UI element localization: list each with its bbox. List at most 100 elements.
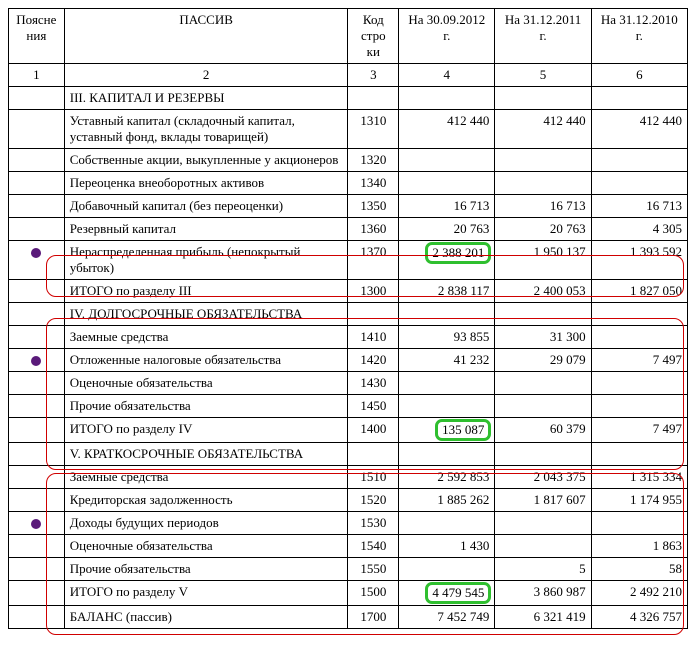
row-label: Прочие обязательства: [64, 558, 348, 581]
table-row: Заемные средства15102 592 8532 043 3751 …: [9, 466, 688, 489]
row-value: 93 855: [399, 326, 495, 349]
row-value: [399, 512, 495, 535]
row-label: Кредиторская задолженность: [64, 489, 348, 512]
row-value: 1 315 334: [591, 466, 687, 489]
row-bullet-cell: [9, 172, 65, 195]
row-bullet-cell: [9, 512, 65, 535]
balance-table: Поясне ния ПАССИВ Код стро ки На 30.09.2…: [8, 8, 688, 629]
row-code: 1540: [348, 535, 399, 558]
row-bullet-cell: [9, 581, 65, 606]
col-date1: На 30.09.2012 г.: [399, 9, 495, 64]
row-value: [495, 535, 591, 558]
table-row: Нераспределенная прибыль (непокрытый убы…: [9, 241, 688, 280]
row-value: 412 440: [495, 110, 591, 149]
row-bullet-cell: [9, 558, 65, 581]
table-row: V. КРАТКОСРОЧНЫЕ ОБЯЗАТЕЛЬСТВА: [9, 443, 688, 466]
row-value: 1 885 262: [399, 489, 495, 512]
table-row: Прочие обязательства1450: [9, 395, 688, 418]
row-code: 1500: [348, 581, 399, 606]
row-label: ИТОГО по разделу V: [64, 581, 348, 606]
row-value: [495, 395, 591, 418]
row-value: 4 326 757: [591, 606, 687, 629]
row-label: Резервный капитал: [64, 218, 348, 241]
row-value: 7 452 749: [399, 606, 495, 629]
row-value: [399, 149, 495, 172]
row-label: Заемные средства: [64, 326, 348, 349]
row-value: 16 713: [399, 195, 495, 218]
row-label: Отложенные налоговые обязательства: [64, 349, 348, 372]
row-value: 1 863: [591, 535, 687, 558]
colnum-3: 3: [348, 64, 399, 87]
row-code: 1350: [348, 195, 399, 218]
row-value: 20 763: [399, 218, 495, 241]
row-value: 2 043 375: [495, 466, 591, 489]
table-row: ИТОГО по разделу V15004 479 5453 860 987…: [9, 581, 688, 606]
row-value: 7 497: [591, 349, 687, 372]
row-bullet-cell: [9, 349, 65, 372]
row-value: 5: [495, 558, 591, 581]
colnum-4: 4: [399, 64, 495, 87]
bullet-icon: [31, 248, 41, 258]
row-value: 58: [591, 558, 687, 581]
row-value: 6 321 419: [495, 606, 591, 629]
row-value: [591, 303, 687, 326]
row-code: 1310: [348, 110, 399, 149]
row-value: [591, 149, 687, 172]
row-code: 1450: [348, 395, 399, 418]
row-value: 2 592 853: [399, 466, 495, 489]
row-bullet-cell: [9, 606, 65, 629]
row-label: III. КАПИТАЛ И РЕЗЕРВЫ: [64, 87, 348, 110]
row-bullet-cell: [9, 418, 65, 443]
row-label: Нераспределенная прибыль (непокрытый убы…: [64, 241, 348, 280]
row-value: 29 079: [495, 349, 591, 372]
row-value: 1 393 592: [591, 241, 687, 280]
row-value: [495, 372, 591, 395]
table-row: Доходы будущих периодов1530: [9, 512, 688, 535]
row-code: 1700: [348, 606, 399, 629]
row-label: Уставный капитал (складочный капитал, ус…: [64, 110, 348, 149]
table-row: Собственные акции, выкупленные у акционе…: [9, 149, 688, 172]
row-value: [495, 172, 591, 195]
table-row: Прочие обязательства1550 558: [9, 558, 688, 581]
header-row: Поясне ния ПАССИВ Код стро ки На 30.09.2…: [9, 9, 688, 64]
row-bullet-cell: [9, 303, 65, 326]
row-label: IV. ДОЛГОСРОЧНЫЕ ОБЯЗАТЕЛЬСТВА: [64, 303, 348, 326]
row-value: [591, 512, 687, 535]
row-value: [495, 443, 591, 466]
table-row: Кредиторская задолженность15201 885 2621…: [9, 489, 688, 512]
row-bullet-cell: [9, 489, 65, 512]
table-row: III. КАПИТАЛ И РЕЗЕРВЫ: [9, 87, 688, 110]
row-value: 16 713: [495, 195, 591, 218]
col-explanations: Поясне ния: [9, 9, 65, 64]
table-row: Оценочные обязательства15401 4301 863: [9, 535, 688, 558]
colnum-6: 6: [591, 64, 687, 87]
row-label: Переоценка внеоборотных активов: [64, 172, 348, 195]
row-value: 412 440: [399, 110, 495, 149]
table-wrapper: Поясне ния ПАССИВ Код стро ки На 30.09.2…: [8, 8, 688, 629]
row-value: 4 305: [591, 218, 687, 241]
row-value: 412 440: [591, 110, 687, 149]
table-row: БАЛАНС (пассив)17007 452 7496 321 4194 3…: [9, 606, 688, 629]
highlight-pill: 4 479 545: [425, 582, 491, 604]
row-value: 41 232: [399, 349, 495, 372]
row-value: 1 950 137: [495, 241, 591, 280]
row-value: [591, 326, 687, 349]
highlight-pill: 2 388 201: [425, 242, 491, 264]
row-code: 1320: [348, 149, 399, 172]
row-bullet-cell: [9, 149, 65, 172]
colnum-2: 2: [64, 64, 348, 87]
row-code: 1420: [348, 349, 399, 372]
row-bullet-cell: [9, 326, 65, 349]
table-row: Оценочные обязательства1430: [9, 372, 688, 395]
row-value: [591, 172, 687, 195]
row-code: 1400: [348, 418, 399, 443]
row-code: 1550: [348, 558, 399, 581]
row-bullet-cell: [9, 87, 65, 110]
row-value: [399, 395, 495, 418]
table-row: Отложенные налоговые обязательства142041…: [9, 349, 688, 372]
row-code: 1370: [348, 241, 399, 280]
row-label: Доходы будущих периодов: [64, 512, 348, 535]
row-label: БАЛАНС (пассив): [64, 606, 348, 629]
row-value: [495, 303, 591, 326]
highlight-pill: 135 087: [435, 419, 491, 441]
